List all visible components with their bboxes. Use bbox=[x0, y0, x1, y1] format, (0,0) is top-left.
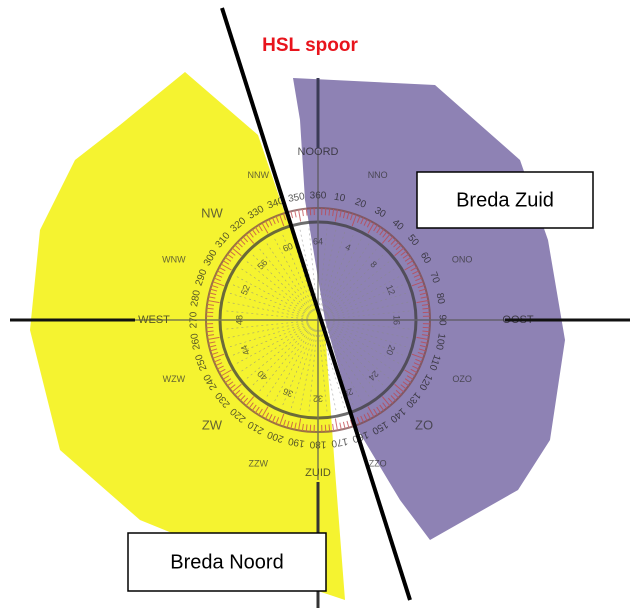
degree-label: 90 bbox=[436, 314, 447, 326]
degree-label: 350 bbox=[287, 191, 306, 205]
intercardinal-label: NW bbox=[201, 205, 223, 220]
degree-tick bbox=[295, 210, 296, 217]
degree-tick bbox=[333, 424, 334, 431]
intercardinal-label: ONO bbox=[452, 255, 473, 265]
intercardinal-label: WNW bbox=[162, 255, 186, 265]
inner-label: 48 bbox=[234, 315, 244, 325]
north-label: Breda Noord bbox=[170, 551, 283, 573]
south-label: Breda Zuid bbox=[456, 189, 554, 211]
intercardinal-label: ZZW bbox=[249, 459, 269, 469]
track-label: HSL spoor bbox=[262, 35, 358, 56]
intercardinal-label: WZW bbox=[163, 374, 186, 384]
intercardinal-label: ZO bbox=[415, 418, 433, 433]
degree-tick bbox=[335, 418, 337, 430]
intercardinal-label: NNW bbox=[248, 170, 270, 180]
intercardinal-label: OZO bbox=[452, 374, 472, 384]
inner-label: 16 bbox=[392, 315, 402, 325]
degree-tick bbox=[347, 421, 349, 428]
intercardinal-label: ZW bbox=[202, 418, 223, 433]
degree-label: 360 bbox=[310, 191, 327, 202]
degree-tick bbox=[291, 211, 293, 218]
intercardinal-label: ZZO bbox=[369, 459, 387, 469]
inner-label: 32 bbox=[313, 394, 323, 404]
degree-tick bbox=[299, 210, 301, 222]
degree-tick bbox=[343, 422, 345, 429]
degree-label: 270 bbox=[189, 311, 200, 328]
degree-tick bbox=[302, 209, 303, 216]
cardinal-label: WEST bbox=[138, 314, 170, 326]
intercardinal-label: NNO bbox=[368, 170, 388, 180]
degree-tick bbox=[340, 423, 341, 430]
degree-label: 180 bbox=[309, 438, 326, 449]
degree-label: 170 bbox=[330, 435, 349, 449]
inner-label: 64 bbox=[313, 236, 323, 246]
cardinal-label: ZUID bbox=[305, 467, 331, 479]
